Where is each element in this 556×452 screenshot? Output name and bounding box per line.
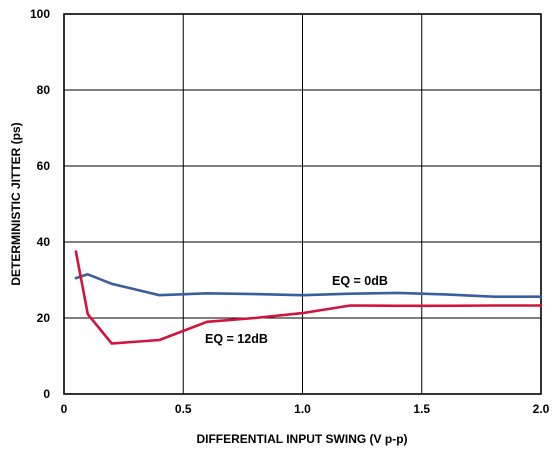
y-tick-label: 100 [30,7,50,21]
x-tick-label: 0.5 [175,402,192,416]
y-tick-label: 0 [43,387,50,401]
y-tick-label: 80 [37,83,51,97]
x-tick-label: 0 [61,402,68,416]
y-tick-labels: 0 20 40 60 80 100 [30,7,50,401]
x-tick-label: 2.0 [533,402,550,416]
annotation-eq-0db: EQ = 0dB [332,274,388,288]
x-tick-labels: 0 0.5 1.0 1.5 2.0 [61,402,550,416]
y-tick-label: 20 [37,311,51,325]
y-tick-label: 40 [37,235,51,249]
grid [64,14,541,394]
series-line-eq-0db [74,272,543,299]
plot-frame [63,13,542,395]
x-axis-label: DIFFERENTIAL INPUT SWING (V p-p) [196,432,407,446]
series-line-eq-12db [74,250,543,345]
series-lines [74,250,543,345]
y-tick-label: 60 [37,159,51,173]
x-tick-label: 1.5 [413,402,430,416]
annotation-eq-12db: EQ = 12dB [205,332,268,346]
x-tick-label: 1.0 [294,402,311,416]
y-axis-label: DETERMINISTIC JITTER (ps) [9,122,23,285]
